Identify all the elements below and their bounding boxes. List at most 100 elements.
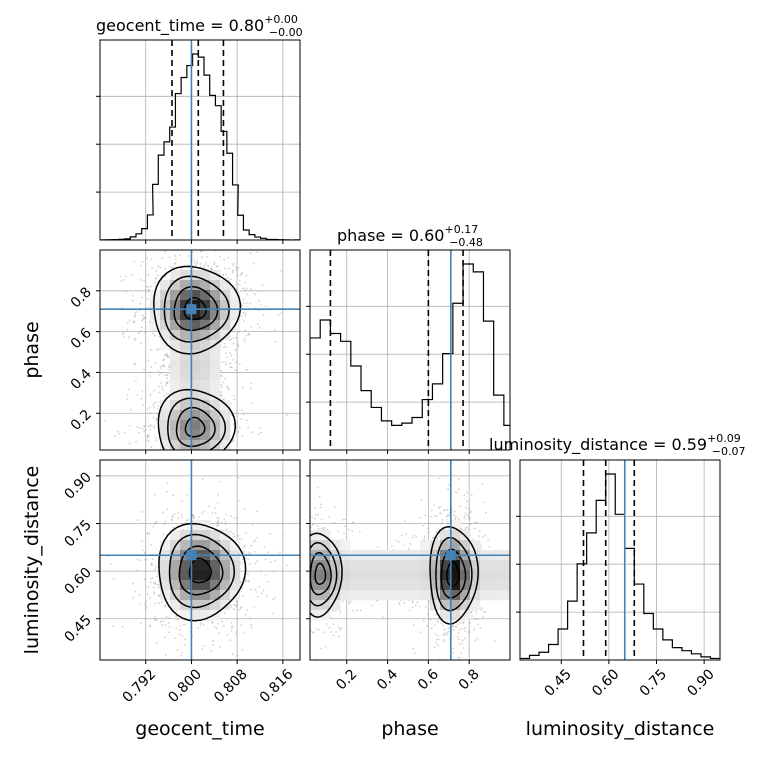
axes-frame: [99, 459, 301, 661]
sample-point: [260, 592, 263, 595]
sample-point: [151, 576, 154, 579]
sample-point: [163, 395, 165, 397]
sample-point: [302, 542, 304, 544]
sample-point: [480, 608, 483, 611]
density-cell: [410, 560, 421, 571]
sample-point: [302, 572, 304, 574]
sample-point: [134, 380, 137, 383]
sample-point: [457, 478, 460, 481]
sample-point: [149, 424, 152, 427]
sample-point: [110, 563, 113, 566]
density-cell: [220, 430, 231, 441]
title-phase: phase = 0.60+0.17 −0.48: [337, 223, 483, 249]
density-cell: [200, 280, 211, 291]
sample-point: [250, 544, 253, 547]
sample-point: [229, 278, 232, 281]
density-cell: [180, 590, 191, 601]
sample-point: [174, 255, 177, 257]
sample-point: [144, 550, 147, 553]
sample-point: [227, 462, 229, 464]
sample-point: [166, 455, 168, 457]
sample-point: [153, 389, 155, 392]
sample-point: [305, 577, 307, 579]
scatter-panel-geocent_time-phase: 0.2 0.4 0.6 0.8: [68, 249, 301, 497]
sample-point: [249, 588, 252, 591]
sample-point: [248, 563, 251, 565]
sample-point: [164, 605, 167, 608]
density-cell: [320, 540, 331, 551]
sample-point: [312, 523, 314, 526]
x-tick-label: 0.4: [374, 666, 401, 693]
sample-point: [128, 319, 131, 322]
sample-point: [488, 545, 491, 548]
sample-point: [307, 587, 309, 589]
sample-point: [221, 620, 223, 623]
density-cell: [200, 540, 211, 551]
sample-point: [145, 439, 148, 442]
sample-point: [157, 594, 160, 597]
sample-point: [222, 381, 225, 384]
density-cell: [210, 440, 221, 450]
x-tick-label: 0.2: [333, 666, 360, 693]
sample-point: [435, 638, 438, 641]
sample-point: [232, 330, 235, 332]
sample-point: [134, 337, 137, 340]
sample-point: [147, 435, 149, 438]
sample-point: [135, 441, 137, 443]
density-cell: [230, 310, 241, 321]
sample-point: [197, 627, 199, 630]
sample-point: [183, 644, 186, 646]
sample-point: [236, 604, 239, 606]
sample-point: [205, 456, 207, 458]
density-cell: [370, 560, 381, 571]
sample-point: [143, 578, 146, 581]
sample-point: [303, 624, 305, 626]
sample-point: [330, 631, 333, 633]
sample-point: [137, 332, 140, 334]
sample-point: [163, 523, 166, 526]
density-cell: [320, 610, 331, 621]
sample-point: [371, 604, 374, 607]
sample-point: [134, 315, 136, 318]
sample-point: [301, 528, 303, 530]
sample-point: [435, 515, 438, 518]
sample-point: [187, 255, 190, 257]
sample-point: [178, 482, 180, 484]
density-cell: [420, 570, 431, 581]
sample-point: [178, 450, 180, 452]
density-cell: [160, 290, 171, 301]
sample-point: [222, 273, 225, 276]
sample-point: [183, 623, 185, 626]
sample-point: [160, 382, 163, 384]
sample-point: [291, 551, 293, 553]
sample-point: [219, 345, 222, 347]
sample-point: [173, 637, 176, 640]
sample-point: [232, 653, 234, 656]
sample-point: [132, 582, 134, 585]
density-cell: [200, 580, 211, 591]
sample-point: [167, 622, 170, 625]
sample-point: [225, 473, 227, 475]
density-cell: [210, 270, 221, 281]
sample-point: [412, 647, 415, 650]
sample-point: [243, 281, 246, 284]
density-cell: [410, 590, 421, 601]
sample-point: [224, 345, 227, 348]
sample-point: [216, 521, 218, 524]
sample-point: [320, 506, 322, 509]
density-cell: [480, 560, 491, 571]
density-cell: [190, 280, 201, 291]
sample-point: [135, 495, 137, 497]
sample-point: [473, 527, 476, 530]
density-cell: [320, 560, 331, 571]
x-tick-label: 0.808: [211, 666, 251, 706]
sample-point: [131, 299, 134, 302]
sample-point: [431, 536, 434, 539]
density-cell: [150, 300, 161, 311]
density-cell: [170, 340, 181, 351]
truth-marker: [445, 550, 456, 561]
sample-point: [256, 251, 258, 253]
sample-point: [229, 639, 232, 642]
title-luminosity_distance: luminosity_distance = 0.59+0.09 −0.07: [489, 432, 746, 458]
sample-point: [243, 320, 246, 323]
